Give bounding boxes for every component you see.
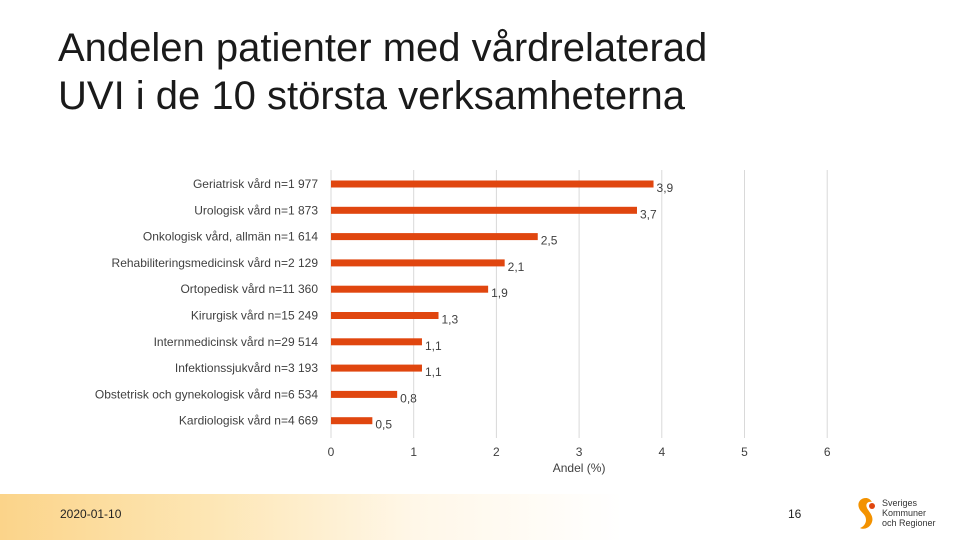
data-label: 1,9 <box>491 286 508 300</box>
logo-line-3: och Regioner <box>882 518 936 528</box>
bar <box>331 285 489 293</box>
data-label: 3,7 <box>640 207 657 221</box>
bar-chart: 0 1 2 3 4 5 6 Andel (%) Geriatrisk vård n=1 977 3… <box>95 170 831 475</box>
category-label: Infektionssjukvård n=3 193 <box>175 361 318 375</box>
title-line-2: UVI i de 10 största verksamheterna <box>58 74 685 118</box>
slide-title: Andelen patienter med vårdrelaterad UVI … <box>58 24 918 120</box>
footer-gradient <box>0 494 830 540</box>
logo-line-2: Kommuner <box>882 508 927 518</box>
bar <box>331 180 654 188</box>
x-tick-label: 2 <box>493 445 500 459</box>
category-label: Urologisk vård n=1 873 <box>194 203 318 217</box>
category-label: Internmedicinsk vård n=29 514 <box>154 335 319 349</box>
bar <box>331 338 422 346</box>
category-label: Rehabiliteringsmedicinsk vård n=2 129 <box>112 256 319 270</box>
data-label: 2,5 <box>541 234 558 248</box>
data-label: 2,1 <box>508 260 525 274</box>
category-label: Obstetrisk och gynekologisk vård n=6 534 <box>95 387 318 401</box>
bar <box>331 259 505 267</box>
title-line-1: Andelen patienter med vårdrelaterad <box>58 26 708 70</box>
data-label: 3,9 <box>657 181 674 195</box>
bar <box>331 233 538 241</box>
page-number: 16 <box>788 507 802 521</box>
x-tick-label: 4 <box>658 445 665 459</box>
bar <box>331 206 637 214</box>
x-tick-label: 5 <box>741 445 748 459</box>
data-label: 0,8 <box>400 391 417 405</box>
bar <box>331 364 422 372</box>
footer-date: 2020-01-10 <box>60 507 122 521</box>
bar <box>331 390 398 398</box>
category-label: Kardiologisk vård n=4 669 <box>179 414 318 428</box>
x-tick-label: 1 <box>410 445 417 459</box>
category-label: Onkologisk vård, allmän n=1 614 <box>143 230 318 244</box>
x-tick-label: 0 <box>328 445 335 459</box>
skr-logo-icon <box>858 498 875 529</box>
category-label: Ortopedisk vård n=11 360 <box>180 282 318 296</box>
skr-logo: Sveriges Kommuner och Regioner <box>852 494 952 536</box>
category-label: Kirurgisk vård n=15 249 <box>191 309 318 323</box>
x-tick-label: 6 <box>824 445 831 459</box>
category-label: Geriatrisk vård n=1 977 <box>193 177 318 191</box>
x-tick-label: 3 <box>576 445 583 459</box>
data-label: 1,1 <box>425 365 442 379</box>
bar <box>331 312 439 319</box>
data-label: 0,5 <box>375 418 392 432</box>
logo-text: Sveriges Kommuner och Regioner <box>882 498 936 528</box>
logo-line-1: Sveriges <box>882 498 918 508</box>
x-axis-title: Andel (%) <box>553 461 606 475</box>
data-label: 1,1 <box>425 339 442 353</box>
bar <box>331 417 373 425</box>
data-label: 1,3 <box>442 313 459 327</box>
